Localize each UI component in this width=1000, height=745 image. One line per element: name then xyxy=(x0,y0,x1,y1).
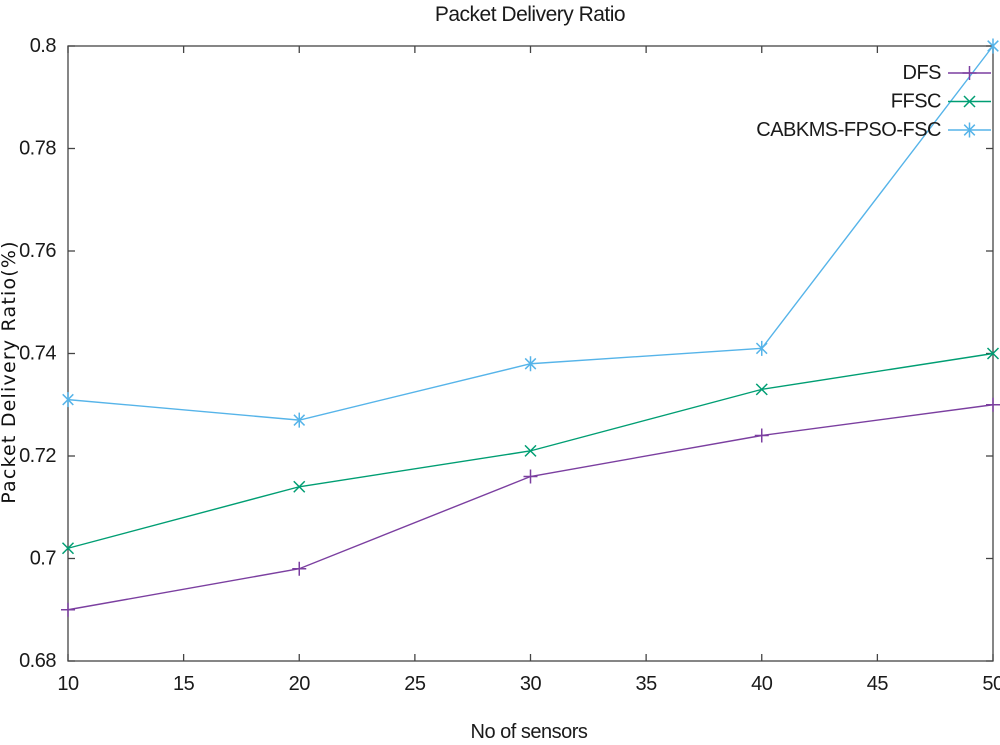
cross-marker-icon xyxy=(963,95,976,108)
plus-marker-icon xyxy=(292,561,307,576)
asterisk-marker-icon xyxy=(987,38,999,54)
cross-marker-icon xyxy=(986,347,1000,360)
asterisk-marker-icon xyxy=(963,122,976,138)
x-tick-label: 30 xyxy=(520,673,542,695)
legend-entry-DFS: DFS xyxy=(903,62,991,84)
y-tick-label: 0.74 xyxy=(19,343,56,365)
x-axis-label: No of sensors xyxy=(471,721,588,743)
y-tick-label: 0.78 xyxy=(19,138,56,160)
asterisk-marker-icon xyxy=(62,392,74,408)
x-tick-label: 45 xyxy=(867,673,889,695)
cross-marker-icon xyxy=(524,444,537,457)
x-tick-label: 25 xyxy=(404,673,426,695)
legend-entry-FFSC: FFSC xyxy=(891,91,991,113)
cross-marker-icon xyxy=(755,383,768,396)
y-tick-label: 0.7 xyxy=(30,548,57,570)
series-line xyxy=(67,404,994,611)
asterisk-marker-icon xyxy=(293,412,306,428)
cross-marker-icon xyxy=(61,542,75,555)
chart-title: Packet Delivery Ratio xyxy=(435,3,625,26)
asterisk-marker-icon xyxy=(524,356,537,372)
plus-marker-icon xyxy=(986,397,1000,412)
legend-label: CABKMS-FPSO-FSC xyxy=(756,119,941,141)
axis-ticks xyxy=(67,45,994,662)
y-tick-label: 0.68 xyxy=(19,650,56,672)
y-tick-label: 0.72 xyxy=(19,445,56,467)
plus-marker-icon xyxy=(962,66,977,80)
x-tick-label: 10 xyxy=(57,673,79,695)
plus-marker-icon xyxy=(754,428,769,443)
cross-marker-icon xyxy=(293,480,306,493)
x-tick-label: 20 xyxy=(289,673,311,695)
series-CABKMS-FPSO-FSC xyxy=(62,38,999,428)
legend-label: FFSC xyxy=(891,91,941,113)
x-tick-label: 50 xyxy=(982,673,1000,695)
legend: DFS FFSC CABKMS-FPSO-FSC xyxy=(756,62,991,141)
x-tick-label: 15 xyxy=(173,673,195,695)
tick-labels: 10 15 20 25 30 35 40 45 50 0.68 0.7 0.72 0.74 0.76 0.7… xyxy=(19,35,1000,695)
plus-marker-icon xyxy=(523,469,538,484)
y-axis-label: Packet Delivery Ratio(%) xyxy=(0,240,20,504)
legend-label: DFS xyxy=(903,62,942,84)
x-tick-label: 40 xyxy=(751,673,773,695)
y-tick-label: 0.8 xyxy=(30,35,57,57)
y-tick-label: 0.76 xyxy=(19,240,56,262)
plus-marker-icon xyxy=(61,602,75,617)
asterisk-marker-icon xyxy=(755,340,768,356)
plot-area: 10 15 20 25 30 35 40 45 50 0.68 0.7 0.72 0.74 0.76 0.7… xyxy=(19,35,1000,695)
x-tick-label: 35 xyxy=(636,673,658,695)
series-DFS xyxy=(61,397,1000,617)
legend-entry-CABKMS-FPSO-FSC: CABKMS-FPSO-FSC xyxy=(756,119,991,141)
series-FFSC xyxy=(61,347,1000,555)
